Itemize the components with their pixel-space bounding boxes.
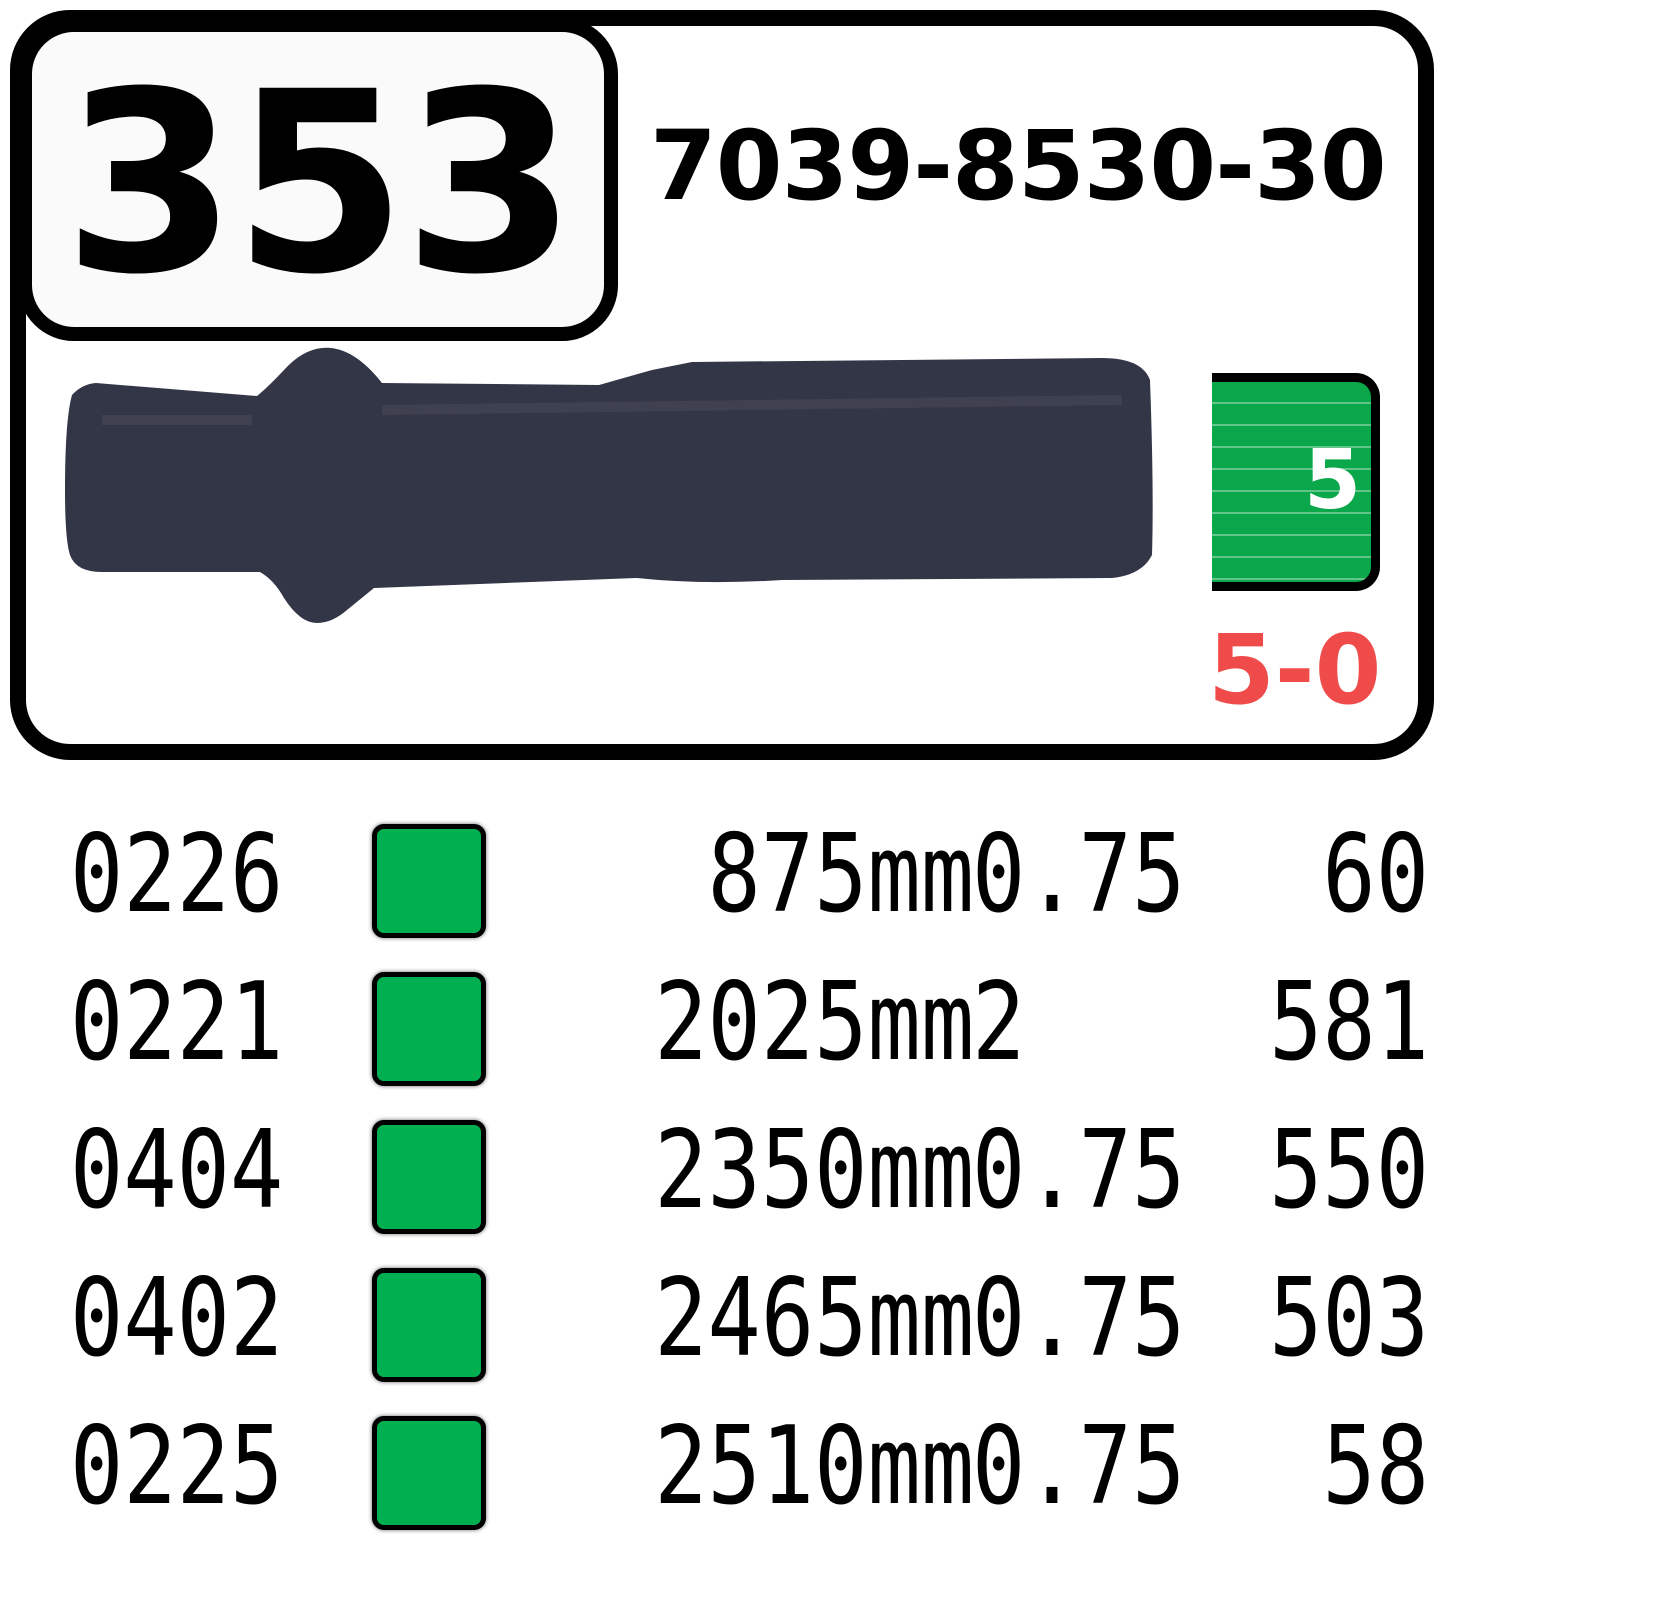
wire-length: 2510mm [654, 1404, 974, 1529]
wire-code: 0225 [70, 1404, 284, 1529]
cavity-number: 5 [1303, 433, 1361, 528]
wire-color-swatch [372, 1416, 486, 1530]
wire-length: 875mm [707, 812, 974, 937]
wire-code: 0402 [70, 1256, 284, 1381]
connector-id: 353 [63, 37, 577, 329]
wire-number: 503 [1269, 1256, 1429, 1381]
wire-number: 581 [1269, 960, 1429, 1085]
wire-gauge: 2 [972, 960, 1026, 1085]
wire-gauge: 0.75 [972, 812, 1186, 937]
wire-length: 2350mm [654, 1108, 974, 1233]
wire-color-swatch [372, 824, 486, 938]
wire-number: 58 [1322, 1404, 1429, 1529]
wire-length: 2465mm [654, 1256, 974, 1381]
wire-gauge: 0.75 [972, 1256, 1186, 1381]
wire-code: 0221 [70, 960, 284, 1085]
wire-gauge: 0.75 [972, 1108, 1186, 1233]
connector-body-shape [65, 347, 1153, 623]
wire-row: 0402 2465mm 0.75 503 [0, 1254, 1654, 1394]
wire-code: 0404 [70, 1108, 284, 1233]
part-number: 7039-8530-30 [650, 110, 1387, 222]
wire-row: 0221 2025mm 2 581 [0, 958, 1654, 1098]
cavity-code: 5-0 [1208, 614, 1382, 726]
connector-id-box: 353 [18, 18, 618, 341]
wire-color-swatch [372, 1120, 486, 1234]
wire-row: 0226 875mm 0.75 60 [0, 810, 1654, 950]
cavity-indicator: 5 [1212, 373, 1380, 591]
cavity-stripes [1212, 382, 1371, 582]
wire-length: 2025mm [654, 960, 974, 1085]
wire-row: 0225 2510mm 0.75 58 [0, 1402, 1654, 1542]
connector-body-image [65, 347, 1153, 623]
connector-highlight [102, 395, 1123, 425]
wire-number: 550 [1269, 1108, 1429, 1233]
wire-row: 0404 2350mm 0.75 550 [0, 1106, 1654, 1246]
wire-color-swatch [372, 972, 486, 1086]
wire-code: 0226 [70, 812, 284, 937]
wire-color-swatch [372, 1268, 486, 1382]
wire-gauge: 0.75 [972, 1404, 1186, 1529]
wire-number: 60 [1322, 812, 1429, 937]
